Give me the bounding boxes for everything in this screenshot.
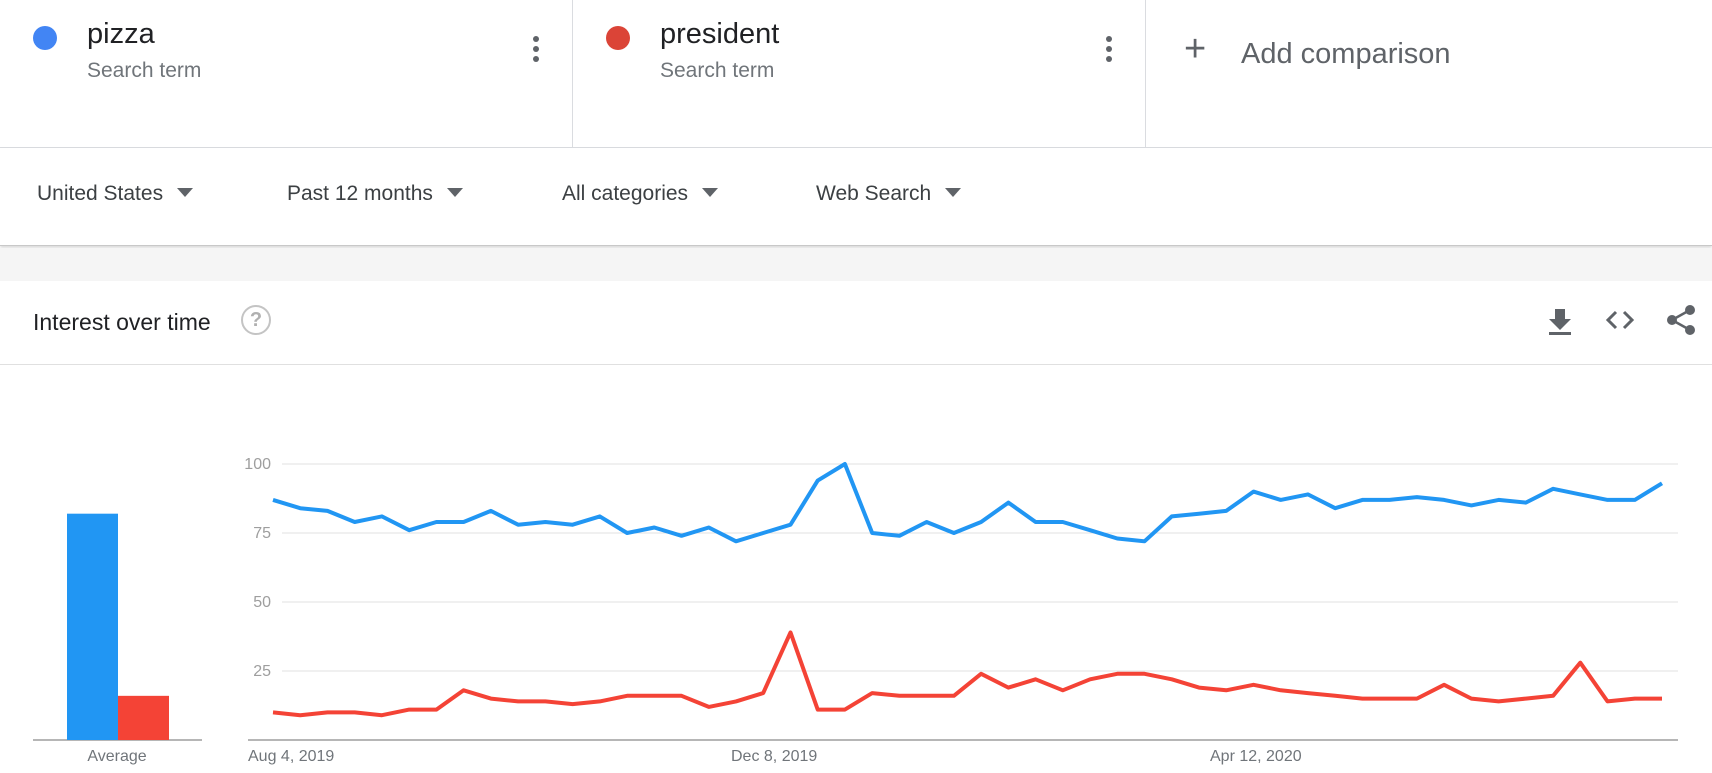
search-type-dropdown[interactable]: Web Search	[816, 182, 962, 206]
share-icon[interactable]	[1664, 303, 1698, 337]
card-title: Interest over time	[33, 309, 211, 335]
y-tick-label: 100	[244, 456, 271, 473]
term-subtitle: Search term	[87, 59, 202, 82]
embed-icon[interactable]	[1603, 303, 1637, 337]
time-range-value: Past 12 months	[287, 182, 433, 205]
average-bars	[67, 513, 169, 740]
category-dropdown[interactable]: All categories	[562, 182, 719, 206]
term-name[interactable]: pizza	[87, 18, 155, 50]
average-bar-pizza[interactable]	[67, 513, 118, 740]
filter-bar: United States Past 12 months All categor…	[0, 148, 1712, 246]
term-subtitle: Search term	[660, 59, 775, 82]
caret-down-icon	[945, 187, 962, 197]
download-icon[interactable]	[1543, 303, 1577, 337]
average-label: Average	[87, 748, 146, 765]
term-name[interactable]: president	[660, 18, 780, 50]
region-value: United States	[37, 182, 164, 205]
series-lines[interactable]	[272, 462, 1664, 718]
average-bar-president[interactable]	[118, 695, 169, 740]
comparison-terms-bar: pizza Search term president Search term …	[0, 0, 1712, 148]
more-vert-icon[interactable]	[530, 36, 542, 66]
interest-over-time-chart: 25 50 75 100 Average Aug 4, 2019 Dec 8, 201…	[33, 456, 1678, 765]
region-dropdown[interactable]: United States	[37, 182, 194, 206]
time-range-dropdown[interactable]: Past 12 months	[287, 182, 463, 206]
section-gap	[0, 248, 1712, 281]
interest-over-time-header: Interest over time ?	[0, 281, 1712, 365]
add-comparison-label: Add comparison	[1241, 38, 1451, 70]
y-tick-label: 75	[253, 525, 271, 542]
term-card-pizza[interactable]: pizza Search term	[0, 0, 573, 147]
caret-down-icon	[702, 187, 719, 197]
caret-down-icon	[177, 187, 194, 197]
president-color-dot	[606, 26, 630, 50]
term-card-president[interactable]: president Search term	[573, 0, 1146, 147]
category-value: All categories	[562, 182, 689, 205]
series-line-pizza[interactable]	[272, 462, 1664, 544]
series-line-president[interactable]	[272, 630, 1662, 718]
y-tick-label: 25	[253, 663, 271, 680]
search-type-value: Web Search	[816, 182, 932, 205]
more-vert-icon[interactable]	[1103, 36, 1115, 66]
y-axis-labels: 25 50 75 100	[244, 456, 271, 680]
x-tick-label: Aug 4, 2019	[248, 748, 334, 765]
help-icon[interactable]: ?	[241, 305, 271, 335]
x-tick-label: Apr 12, 2020	[1210, 748, 1302, 765]
y-tick-label: 50	[253, 594, 271, 611]
caret-down-icon	[446, 187, 463, 197]
gridlines	[282, 463, 1678, 672]
add-comparison-button[interactable]: + Add comparison	[1146, 0, 1712, 147]
x-tick-label: Dec 8, 2019	[731, 748, 817, 765]
plus-icon: +	[1184, 28, 1207, 70]
pizza-color-dot	[33, 26, 57, 50]
